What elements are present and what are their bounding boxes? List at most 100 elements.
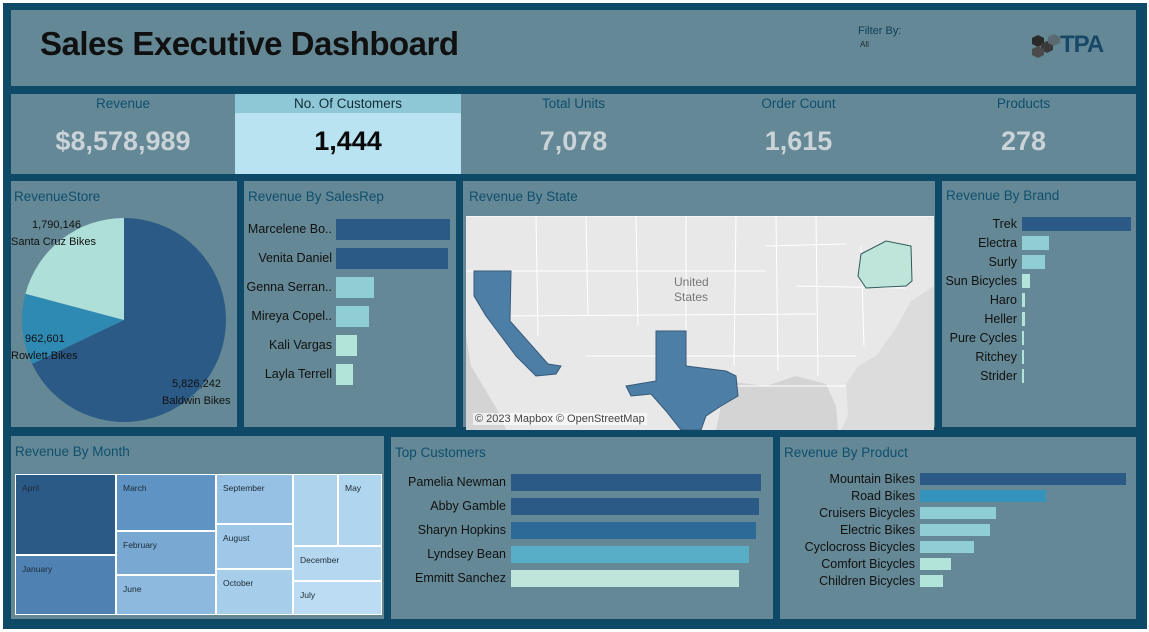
country-label: States <box>674 290 708 304</box>
bar-label: Lyndsey Bean <box>427 547 506 561</box>
bar-label: Marcelene Bo.. <box>247 222 332 236</box>
bar[interactable] <box>1022 312 1026 326</box>
bar[interactable] <box>920 524 991 536</box>
bar[interactable] <box>336 277 374 298</box>
bar[interactable] <box>1022 255 1045 269</box>
pie-slice[interactable] <box>25 218 125 320</box>
bar[interactable] <box>511 570 739 587</box>
bar[interactable] <box>336 335 357 356</box>
filter-label: Filter By: <box>858 25 902 37</box>
bar[interactable] <box>336 306 370 327</box>
treemap-cell[interactable]: February <box>116 531 216 575</box>
state-borders <box>466 216 934 387</box>
pie-value-label: 1,790,146 <box>32 219 81 231</box>
panel-title: Revenue By Brand <box>946 188 1060 203</box>
bar[interactable] <box>336 219 450 240</box>
logo-text: TPA <box>1060 31 1104 58</box>
sales-rep-panel: Revenue By SalesRep Marcelene Bo.. Venita… <box>244 181 456 427</box>
treemap-cell[interactable]: August <box>216 524 293 569</box>
treemap-cell[interactable]: April <box>15 474 116 555</box>
header-panel: Sales Executive Dashboard Filter By: All… <box>11 10 1136 86</box>
bar-label: Comfort Bicycles <box>821 556 915 571</box>
treemap-cell[interactable]: July <box>293 581 382 615</box>
revenue-store-panel: RevenueStore 1,790,146 Santa Cruz Bikes … <box>11 181 237 427</box>
logo: TPA <box>1030 31 1125 58</box>
state-map[interactable]: United States © 2023 Mapbox © OpenStreet… <box>466 216 934 430</box>
bar[interactable] <box>920 490 1046 502</box>
pie-slice[interactable] <box>22 293 125 364</box>
revenue-store-pie[interactable] <box>11 181 237 427</box>
state-texas[interactable] <box>625 330 739 430</box>
treemap-cell[interactable]: January <box>15 555 116 615</box>
bar[interactable] <box>336 248 448 269</box>
bar-label: Surly <box>988 254 1017 269</box>
treemap-cell[interactable]: December <box>293 546 382 581</box>
treemap-cell[interactable]: March <box>116 474 216 531</box>
state-california[interactable] <box>473 270 562 377</box>
treemap-cell[interactable]: October <box>216 569 293 615</box>
bar-label: Trek <box>992 216 1017 231</box>
bar-label: Children Bicycles <box>819 573 915 588</box>
panel-title: Revenue By Product <box>784 445 908 460</box>
state-new-york[interactable] <box>857 240 913 289</box>
panel-title: Top Customers <box>395 445 486 460</box>
page-title: Sales Executive Dashboard <box>40 25 459 62</box>
bar[interactable] <box>920 541 974 553</box>
treemap-cell[interactable]: September <box>216 474 293 524</box>
bar-label: Pamelia Newman <box>408 475 506 489</box>
bar[interactable] <box>1022 293 1026 307</box>
month-treemap[interactable]: April January March February June Septem… <box>15 474 382 615</box>
kpi-label: Total Units <box>541 96 606 111</box>
bar[interactable] <box>920 558 951 570</box>
treemap-cell[interactable]: May <box>338 474 382 546</box>
kpi-total-units[interactable]: Total Units 7,078 <box>461 94 686 174</box>
bar-label: Mireya Copel.. <box>251 309 332 323</box>
pie-name-label: Santa Cruz Bikes <box>11 236 96 248</box>
kpi-revenue[interactable]: Revenue $8,578,989 <box>11 94 235 174</box>
kpi-customers[interactable]: No. Of Customers 1,444 <box>235 94 461 174</box>
hexagon-logo-icon <box>1032 34 1060 58</box>
bar-label: Genna Serran.. <box>246 280 332 294</box>
month-panel: Revenue By Month April January March Feb… <box>11 436 384 619</box>
pie-name-label: Baldwin Bikes <box>162 395 231 407</box>
filter-dropdown[interactable]: All <box>860 40 869 49</box>
bar[interactable] <box>1022 331 1025 345</box>
bar[interactable] <box>511 546 749 563</box>
top-customers-panel: Top Customers Pamelia Newman Abby Gamble S… <box>391 437 773 619</box>
pie-name-label: Rowlett Bikes <box>11 350 78 362</box>
bar-label: Venita Daniel <box>258 251 332 265</box>
bar[interactable] <box>1022 274 1030 288</box>
bar[interactable] <box>920 473 1126 485</box>
bar-label: Strider <box>980 368 1017 383</box>
bar-label: Mountain Bikes <box>829 471 915 486</box>
panel-title: RevenueStore <box>14 189 101 204</box>
bar[interactable] <box>511 522 756 539</box>
bar[interactable] <box>336 364 354 385</box>
bar[interactable] <box>511 474 761 491</box>
bar[interactable] <box>1022 369 1024 383</box>
kpi-order-count[interactable]: Order Count 1,615 <box>686 94 911 174</box>
brand-panel: Revenue By Brand Trek Electra Surly Sun Bic… <box>942 181 1136 427</box>
kpi-value: 1,444 <box>314 126 382 156</box>
bar-label: Sharyn Hopkins <box>417 523 506 537</box>
kpi-value: 7,078 <box>539 126 608 156</box>
bar[interactable] <box>1022 236 1050 250</box>
bar[interactable] <box>511 498 759 515</box>
kpi-value: $8,578,989 <box>55 126 191 156</box>
treemap-cell[interactable] <box>293 474 338 546</box>
pie-slice[interactable] <box>31 218 227 422</box>
treemap-cell[interactable]: June <box>116 575 216 615</box>
kpi-label: Products <box>996 96 1051 111</box>
bar[interactable] <box>1022 217 1131 231</box>
bar[interactable] <box>920 575 943 587</box>
kpi-products[interactable]: Products 278 <box>911 94 1136 174</box>
kpi-value: 1,615 <box>764 126 833 156</box>
bar-label: Haro <box>989 292 1017 307</box>
bar[interactable] <box>1022 350 1024 364</box>
bar[interactable] <box>920 507 997 519</box>
bar-label: Cyclocross Bicycles <box>804 539 915 554</box>
pie-value-label: 5,826,242 <box>172 378 221 390</box>
state-map-panel: Revenue By State United Stat <box>463 181 935 430</box>
kpi-label: Revenue <box>95 96 151 111</box>
bar-label: Cruisers Bicycles <box>819 505 915 520</box>
